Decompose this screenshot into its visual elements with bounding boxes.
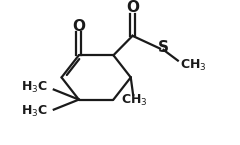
Text: H$_3$C: H$_3$C	[21, 104, 48, 119]
Text: O: O	[72, 19, 85, 34]
Text: O: O	[126, 0, 139, 15]
Text: H$_3$C: H$_3$C	[21, 80, 48, 95]
Text: CH$_3$: CH$_3$	[180, 57, 207, 72]
Text: CH$_3$: CH$_3$	[121, 93, 148, 108]
Text: S: S	[158, 40, 169, 55]
